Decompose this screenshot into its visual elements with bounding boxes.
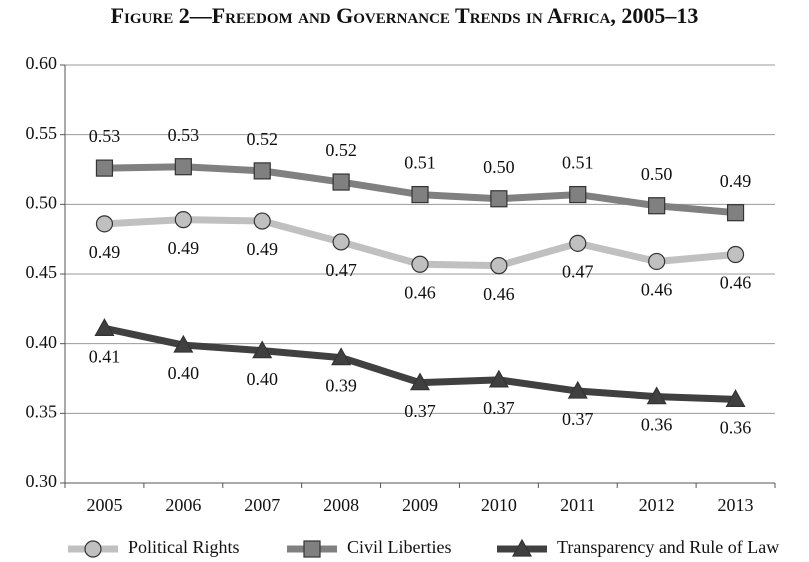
data-point xyxy=(411,185,429,204)
y-tick-label: 0.30 xyxy=(26,471,58,491)
legend-marker xyxy=(511,538,533,557)
data-label: 0.36 xyxy=(720,418,752,438)
data-point xyxy=(332,173,350,191)
data-label: 0.52 xyxy=(246,129,278,149)
data-label: 0.37 xyxy=(483,398,515,418)
legend-label: Transparency and Rule of Law xyxy=(557,537,779,557)
data-point xyxy=(331,347,352,366)
x-tick-label: 2013 xyxy=(718,495,754,515)
data-label: 0.41 xyxy=(89,346,121,366)
data-label: 0.49 xyxy=(720,171,752,191)
data-point xyxy=(648,252,666,271)
data-point xyxy=(411,255,429,273)
data-label: 0.39 xyxy=(325,376,357,396)
data-point xyxy=(174,211,192,229)
data-point xyxy=(253,162,271,180)
data-label: 0.50 xyxy=(483,157,515,177)
data-point xyxy=(95,215,114,233)
data-point xyxy=(567,380,588,399)
data-point xyxy=(252,340,273,359)
data-point xyxy=(94,318,115,336)
x-tick-label: 2012 xyxy=(639,495,675,515)
data-label: 0.47 xyxy=(562,261,594,281)
data-label: 0.53 xyxy=(89,126,121,146)
data-point xyxy=(332,233,350,251)
data-point xyxy=(569,234,587,252)
data-point xyxy=(646,386,667,405)
data-label: 0.49 xyxy=(89,242,121,262)
x-tick-label: 2008 xyxy=(323,495,359,515)
x-tick-label: 2005 xyxy=(86,495,122,515)
data-label: 0.49 xyxy=(246,239,278,259)
data-point xyxy=(174,158,192,176)
data-label: 0.49 xyxy=(168,238,200,258)
data-point xyxy=(726,245,745,264)
x-tick-label: 2006 xyxy=(165,495,201,515)
data-point xyxy=(725,389,746,407)
x-tick-label: 2007 xyxy=(244,495,280,515)
legend-marker xyxy=(303,540,321,558)
data-point xyxy=(95,159,114,177)
y-tick-label: 0.60 xyxy=(26,53,58,73)
data-point xyxy=(648,197,666,215)
y-tick-label: 0.35 xyxy=(26,401,58,421)
data-label: 0.53 xyxy=(168,125,200,145)
chart-title: Figure 2—Freedom and Governance Trends i… xyxy=(110,3,699,28)
data-point xyxy=(253,212,271,230)
data-point xyxy=(490,190,508,208)
y-tick-label: 0.40 xyxy=(26,332,58,352)
data-label: 0.37 xyxy=(404,401,436,421)
data-label: 0.46 xyxy=(483,284,515,304)
legend-marker xyxy=(84,540,102,558)
y-tick-label: 0.50 xyxy=(26,192,58,212)
x-tick-label: 2009 xyxy=(402,495,438,515)
y-tick-label: 0.55 xyxy=(26,123,58,143)
data-label: 0.47 xyxy=(325,260,357,280)
x-tick-label: 2011 xyxy=(560,495,595,515)
data-point xyxy=(726,204,745,222)
data-label: 0.40 xyxy=(246,369,278,389)
data-point xyxy=(569,185,587,204)
data-label: 0.51 xyxy=(404,153,436,173)
data-label: 0.51 xyxy=(562,153,594,173)
data-label: 0.36 xyxy=(641,415,673,435)
data-point xyxy=(409,372,431,391)
data-label: 0.46 xyxy=(404,282,436,302)
legend-label: Political Rights xyxy=(128,537,240,557)
x-tick-label: 2010 xyxy=(481,495,517,515)
data-label: 0.46 xyxy=(641,280,673,300)
data-point xyxy=(173,334,194,353)
legend-label: Civil Liberties xyxy=(347,537,451,557)
data-label: 0.40 xyxy=(168,363,200,383)
data-label: 0.46 xyxy=(720,273,752,293)
data-point xyxy=(488,369,509,388)
data-label: 0.52 xyxy=(325,140,357,160)
data-point xyxy=(490,257,508,275)
data-label: 0.37 xyxy=(562,409,594,429)
data-label: 0.50 xyxy=(641,164,673,184)
y-tick-label: 0.45 xyxy=(26,262,58,282)
